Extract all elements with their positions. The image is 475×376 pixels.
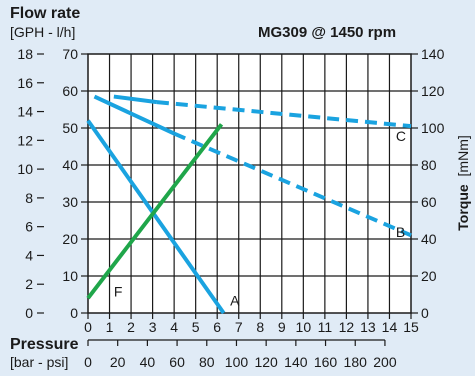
gph-tick-label: 10 <box>17 161 33 177</box>
gph-tick-label: 14 <box>17 104 33 120</box>
gph-tick-label: 8 <box>25 190 33 206</box>
bar-tick-label: 6 <box>213 319 221 335</box>
curve-label-a: A <box>230 293 240 309</box>
lh-tick-label: 40 <box>62 157 78 173</box>
bar-tick-label: 15 <box>403 319 419 335</box>
psi-tick-label: 120 <box>254 354 278 370</box>
lh-tick-label: 70 <box>62 46 78 62</box>
bar-tick-label: 10 <box>296 319 312 335</box>
lh-tick-label: 0 <box>70 305 78 321</box>
pressure-axis-unit: [bar - psi] <box>10 354 68 370</box>
flow-axis-unit: [GPH - l/h] <box>10 24 75 40</box>
bar-tick-label: 9 <box>278 319 286 335</box>
series-line-a-solid <box>86 119 226 315</box>
psi-tick-label: 180 <box>344 354 368 370</box>
bar-tick-label: 2 <box>127 319 135 335</box>
axis-ticks: 0246810121416180102030405060700204060801… <box>17 46 444 370</box>
psi-tick-label: 0 <box>84 354 92 370</box>
torque-tick-label: 40 <box>421 231 437 247</box>
psi-tick-label: 140 <box>284 354 308 370</box>
gph-tick-label: 16 <box>17 75 33 91</box>
torque-axis-title: Torque <box>455 184 471 231</box>
bar-tick-label: 8 <box>256 319 264 335</box>
lh-tick-label: 50 <box>62 120 78 136</box>
psi-tick-label: 60 <box>169 354 185 370</box>
lh-tick-label: 30 <box>62 194 78 210</box>
bar-tick-label: 0 <box>84 319 92 335</box>
bar-tick-label: 12 <box>339 319 355 335</box>
series-line-b-dashed <box>173 131 412 238</box>
gph-tick-label: 12 <box>17 132 33 148</box>
series-layer <box>86 94 412 315</box>
torque-axis-label: Torque [mNm] <box>455 135 471 231</box>
bar-tick-label: 7 <box>235 319 243 335</box>
chart-title: MG309 @ 1450 rpm <box>258 24 396 41</box>
curve-label-f: F <box>114 283 123 299</box>
bar-tick-label: 3 <box>149 319 157 335</box>
gph-tick-label: 18 <box>17 46 33 62</box>
gph-tick-label: 2 <box>25 276 33 292</box>
flow-axis-title: Flow rate <box>10 5 80 22</box>
psi-tick-label: 160 <box>314 354 338 370</box>
psi-tick-label: 20 <box>110 354 126 370</box>
psi-tick-label: 100 <box>225 354 249 370</box>
torque-tick-label: 20 <box>421 268 437 284</box>
plot-area <box>87 53 412 314</box>
psi-tick-label: 40 <box>140 354 156 370</box>
psi-tick-label: 80 <box>199 354 215 370</box>
torque-tick-label: 120 <box>421 83 445 99</box>
gph-tick-label: 4 <box>25 247 33 263</box>
bar-tick-label: 5 <box>192 319 200 335</box>
bar-tick-label: 14 <box>382 319 398 335</box>
curve-labels: A F B C <box>114 128 406 309</box>
pressure-axis-title: Pressure <box>10 336 79 353</box>
curve-label-b: B <box>396 224 405 240</box>
bar-tick-label: 1 <box>106 319 114 335</box>
torque-axis-unit: [mNm] <box>455 135 471 176</box>
curve-label-c: C <box>396 128 406 144</box>
gph-tick-label: 6 <box>25 219 33 235</box>
grid <box>88 54 411 313</box>
psi-tick-label: 200 <box>373 354 397 370</box>
series-line-b-solid <box>93 94 175 136</box>
series-line-c-solid <box>113 94 158 105</box>
torque-tick-label: 100 <box>421 120 445 136</box>
series-line-f-solid <box>86 123 224 300</box>
bar-tick-label: 4 <box>170 319 178 335</box>
series-line-c-dashed <box>156 100 412 129</box>
torque-tick-label: 80 <box>421 157 437 173</box>
torque-tick-label: 0 <box>421 305 429 321</box>
lh-tick-label: 60 <box>62 83 78 99</box>
torque-tick-label: 60 <box>421 194 437 210</box>
torque-tick-label: 140 <box>421 46 445 62</box>
bar-tick-label: 11 <box>318 319 333 335</box>
lh-tick-label: 20 <box>62 231 78 247</box>
bar-tick-label: 13 <box>360 319 376 335</box>
svg-text:Torque [mNm]: Torque [mNm] <box>455 135 471 231</box>
lh-tick-label: 10 <box>62 268 78 284</box>
gph-tick-label: 0 <box>25 305 33 321</box>
